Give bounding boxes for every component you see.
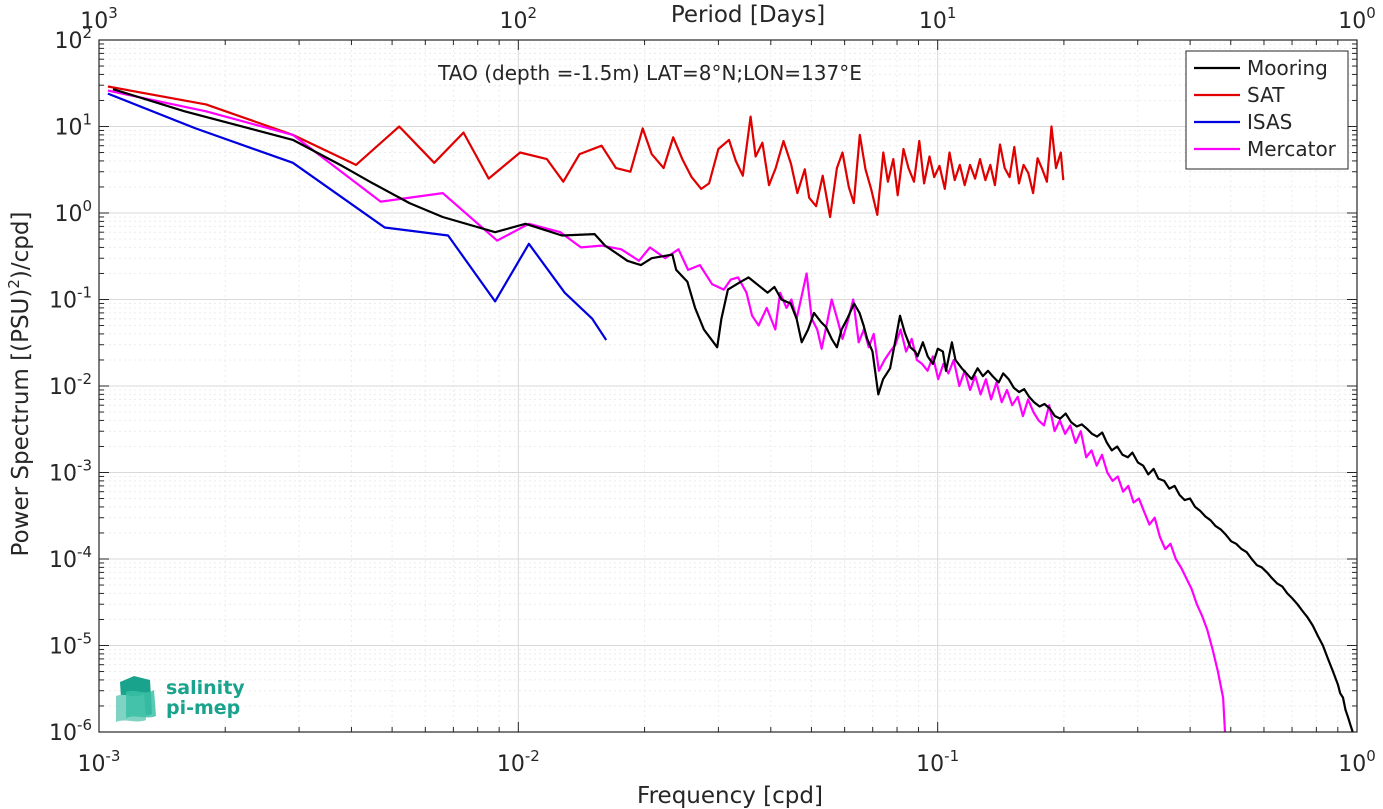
y-tick-label: 10-6 bbox=[49, 716, 92, 746]
x-tick-label: 10-2 bbox=[497, 747, 540, 777]
series-line-isas bbox=[107, 92, 608, 341]
x-axis-title: Frequency [cpd] bbox=[637, 783, 823, 809]
top-tick-label: 102 bbox=[500, 4, 538, 34]
logo-wave-icon-mid bbox=[126, 690, 156, 718]
y-tick-label: 10-5 bbox=[49, 630, 92, 660]
top-tick-label: 100 bbox=[1338, 4, 1376, 34]
y-tick-label: 100 bbox=[54, 197, 92, 227]
y-tick-label: 102 bbox=[54, 24, 92, 54]
y-tick-label: 10-1 bbox=[49, 284, 92, 314]
y-tick-label: 10-3 bbox=[49, 457, 92, 487]
series-line-mercator bbox=[107, 89, 1227, 733]
x-tick-label: 100 bbox=[1338, 747, 1376, 777]
y-tick-label: 101 bbox=[54, 111, 92, 141]
legend: Mooring SAT ISAS Mercator bbox=[1185, 50, 1349, 170]
x-tick-label: 10-1 bbox=[916, 747, 959, 777]
series-line-sat bbox=[107, 85, 1065, 219]
y-tick-label: 10-4 bbox=[49, 543, 92, 573]
legend-label-mooring: Mooring bbox=[1247, 56, 1328, 80]
legend-label-sat: SAT bbox=[1247, 83, 1285, 107]
x-tick-label: 10-3 bbox=[78, 747, 121, 777]
legend-label-isas: ISAS bbox=[1247, 110, 1292, 134]
chart-title: TAO (depth =-1.5m) LAT=8°N;LON=137°E bbox=[437, 61, 862, 85]
top-axis-title: Period [Days] bbox=[671, 2, 825, 28]
legend-label-mercator: Mercator bbox=[1247, 137, 1337, 161]
grid bbox=[98, 40, 1357, 733]
y-tick-label: 10-2 bbox=[49, 370, 92, 400]
ticks bbox=[98, 40, 1357, 733]
series-layer bbox=[107, 85, 1354, 733]
logo-text-line1: salinity bbox=[166, 677, 245, 699]
top-tick-label: 101 bbox=[919, 4, 957, 34]
logo-text-line2: pi-mep bbox=[166, 697, 240, 719]
salinity-pi-mep-logo: salinity pi-mep bbox=[116, 676, 245, 722]
y-axis-title: Power Spectrum [(PSU)2)/cpd] bbox=[5, 212, 34, 557]
series-line-mooring bbox=[112, 88, 1354, 733]
